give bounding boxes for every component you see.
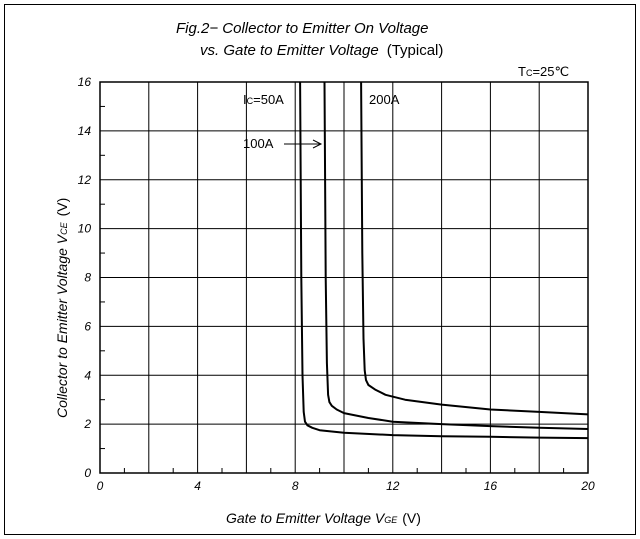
ic50-value: =50A: [253, 92, 284, 107]
x-tick-label: 20: [580, 479, 595, 493]
y-tick-label: 12: [78, 173, 92, 187]
y-axis-label-sub: CE: [59, 221, 69, 234]
chart-title-suffix: (Typical): [387, 42, 444, 59]
chart-title-line2: vs. Gate to Emitter Voltage (Typical): [200, 42, 443, 59]
x-axis-label-main: Gate to Emitter Voltage V: [226, 510, 386, 526]
temp-value: =25℃: [532, 64, 569, 79]
series-line-2: [323, 81, 589, 430]
temp-sub: C: [526, 68, 533, 78]
y-tick-label: 2: [83, 417, 91, 431]
ic50-main: I: [243, 92, 247, 107]
y-axis-label-main: Collector to Emitter Voltage V: [54, 233, 70, 418]
series-line-1: [299, 81, 589, 440]
x-tick-label: 4: [194, 479, 201, 493]
x-tick-label: 16: [484, 479, 498, 493]
grid-lines: [100, 82, 588, 473]
temp-main: T: [518, 64, 526, 79]
y-tick-label: 0: [84, 466, 91, 480]
y-tick-labels: 0 2 4 6 8 10 12 14 16: [78, 75, 92, 480]
y-tick-label: 8: [84, 271, 91, 285]
x-axis-label: Gate to Emitter Voltage VGE (V): [226, 510, 421, 526]
minor-ticks: [100, 105, 565, 473]
y-axis-label: Collector to Emitter Voltage VCE (V): [54, 198, 70, 418]
plot-border: [99, 81, 589, 474]
x-tick-label: 8: [292, 479, 299, 493]
y-tick-label: 6: [84, 319, 91, 333]
y-tick-label: 4: [84, 368, 91, 382]
y-axis-label-unit: (V): [54, 198, 70, 217]
x-tick-label: 0: [97, 479, 104, 493]
annotation-ic100: 100A: [243, 136, 274, 151]
chart-title-line2-main: vs. Gate to Emitter Voltage: [200, 42, 379, 59]
annotation-ic200: 200A: [369, 92, 400, 107]
annotation-ic50: IC=50A: [243, 92, 284, 107]
series-lines: [299, 81, 589, 440]
y-tick-label: 16: [78, 75, 92, 89]
series-line-3: [360, 81, 589, 416]
annotation-temperature: TC=25℃: [518, 64, 569, 79]
chart-frame: [4, 4, 636, 535]
x-axis-label-unit: (V): [402, 510, 421, 526]
annotation-ic100-arrow: [284, 139, 323, 149]
x-tick-labels: 0 4 8 12 16 20: [97, 479, 595, 493]
y-tick-label: 10: [78, 222, 92, 236]
chart-title-line1: Fig.2− Collector to Emitter On Voltage: [176, 20, 428, 37]
ic50-sub: C: [247, 96, 254, 106]
x-axis-label-sub: GE: [384, 515, 398, 525]
x-tick-label: 12: [386, 479, 400, 493]
y-tick-label: 14: [78, 124, 92, 138]
